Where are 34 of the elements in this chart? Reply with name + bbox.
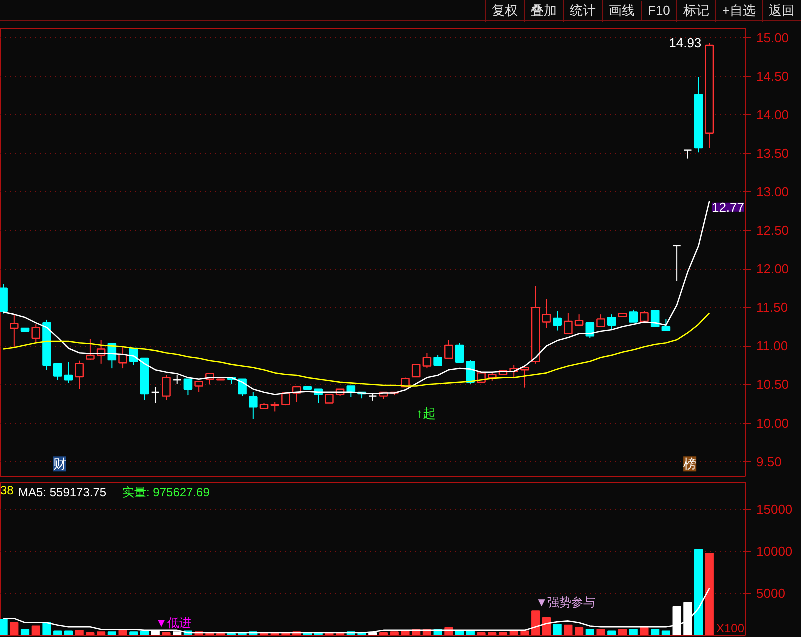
y-tick-label: 12.00 bbox=[756, 262, 790, 277]
y-tick-label: 10000 bbox=[756, 544, 793, 559]
text: 叠加 bbox=[524, 0, 563, 22]
annotation: 财 bbox=[54, 456, 67, 472]
annotation: ▼强势参与 bbox=[536, 595, 596, 610]
annotation: 榜 bbox=[684, 456, 697, 472]
y-tick-label: 15.00 bbox=[756, 30, 790, 46]
text: 标记 bbox=[676, 0, 716, 22]
y-tick-label: 10.00 bbox=[756, 416, 790, 431]
y-tick-label: 11.00 bbox=[756, 338, 788, 354]
annotation: 14.93 bbox=[669, 36, 702, 51]
text: X100 bbox=[716, 622, 745, 636]
y-tick-label: 10.50 bbox=[756, 377, 790, 392]
annotation: 12.77 bbox=[712, 200, 745, 215]
annotation: MA5: 559173.75 bbox=[18, 486, 107, 500]
y-tick-label: 14.50 bbox=[756, 68, 790, 84]
annotation: 实量: 975627.69 bbox=[122, 486, 210, 500]
y-tick-label: 13.50 bbox=[756, 146, 790, 161]
y-tick-label: 15000 bbox=[756, 502, 793, 517]
y-tick-label: 5000 bbox=[756, 586, 786, 601]
annotation: ↑起 bbox=[416, 406, 436, 421]
text: 画线 bbox=[602, 0, 641, 22]
text: +自选 bbox=[715, 0, 762, 22]
annotation: 38 bbox=[0, 484, 14, 498]
y-tick-label: 12.50 bbox=[756, 223, 790, 238]
annotation: ▼低进 bbox=[156, 616, 192, 630]
text: F10 bbox=[641, 1, 676, 20]
text: 统计 bbox=[563, 0, 602, 22]
y-tick-label: 14.00 bbox=[756, 107, 790, 122]
text: 复权 bbox=[485, 0, 524, 22]
text: 返回 bbox=[762, 0, 801, 22]
y-tick-label: 13.00 bbox=[756, 184, 790, 200]
y-tick-label: 11.50 bbox=[756, 300, 788, 316]
y-tick-label: 9.50 bbox=[756, 454, 782, 470]
